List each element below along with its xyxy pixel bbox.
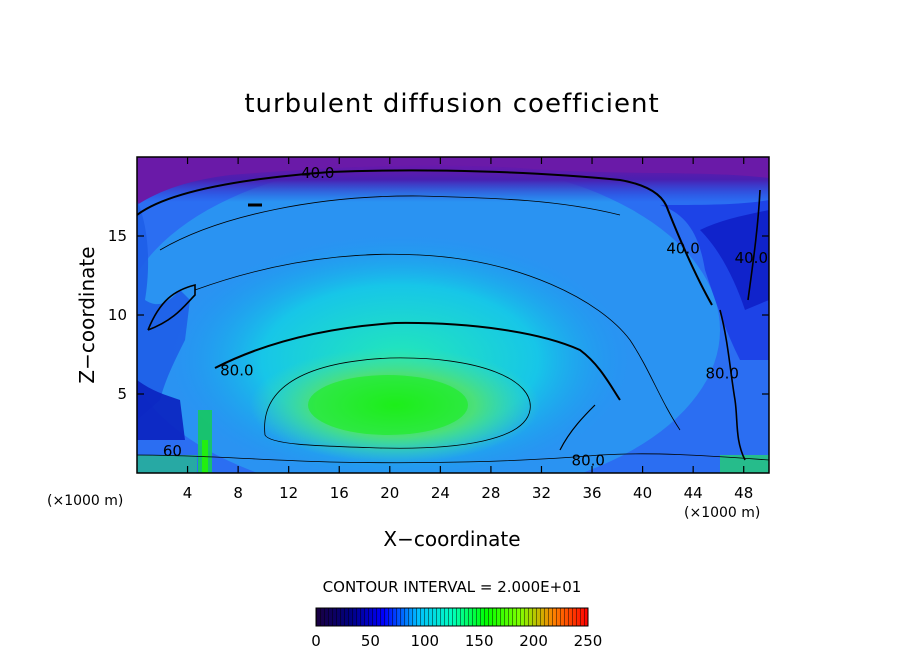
contour-label: 40.0 [735, 249, 768, 267]
y-tick-label: 15 [108, 227, 127, 245]
x-tick-label: 44 [684, 484, 703, 502]
x-tick-label: 8 [233, 484, 243, 502]
x-tick-label: 32 [532, 484, 551, 502]
colorbar [315, 607, 589, 627]
contour-label: 80.0 [572, 451, 605, 469]
colorbar-ticks: 0 50 100 150 200 250 [311, 632, 602, 650]
x-axis-label: X−coordinate [383, 527, 520, 551]
y-tick-label: 5 [117, 385, 127, 403]
x-axis-ticks: 4 8 12 16 20 24 28 32 36 40 44 48 [183, 157, 753, 502]
chart-title: turbulent diffusion coefficient [244, 89, 659, 119]
x-tick-label: 16 [330, 484, 349, 502]
x-unit-left: (×1000 m) [47, 493, 123, 509]
x-tick-label: 20 [380, 484, 399, 502]
contour-label: 80.0 [220, 361, 253, 379]
y-tick-label: 10 [108, 306, 127, 324]
colorbar-tick-label: 0 [311, 632, 321, 650]
colorbar-tick-label: 100 [410, 632, 439, 650]
contour-label: 40.0 [666, 240, 699, 258]
y-axis-label: Z−coordinate [75, 246, 99, 383]
x-tick-label: 28 [481, 484, 500, 502]
x-unit-right: (×1000 m) [684, 505, 760, 521]
x-tick-label: 48 [734, 484, 753, 502]
colorbar-tick-label: 250 [574, 632, 603, 650]
x-tick-label: 40 [633, 484, 652, 502]
contour-label: 40.0 [301, 164, 334, 182]
x-tick-label: 12 [279, 484, 298, 502]
x-tick-label: 36 [582, 484, 601, 502]
contour-label: 60 [163, 442, 182, 460]
y-axis-ticks: 5 10 15 [108, 227, 769, 403]
colorbar-tick-label: 150 [465, 632, 494, 650]
colorbar-tick-label: 200 [519, 632, 548, 650]
contour-labels: 40.0 40.0 40.0 80.0 80.0 80.0 60 [163, 164, 768, 470]
heatmap-field [137, 157, 769, 473]
x-tick-label: 24 [431, 484, 450, 502]
colorbar-tick-label: 50 [361, 632, 380, 650]
contour-label: 80.0 [706, 364, 739, 382]
x-tick-label: 4 [183, 484, 193, 502]
contour-interval: CONTOUR INTERVAL = 2.000E+01 [323, 578, 582, 596]
